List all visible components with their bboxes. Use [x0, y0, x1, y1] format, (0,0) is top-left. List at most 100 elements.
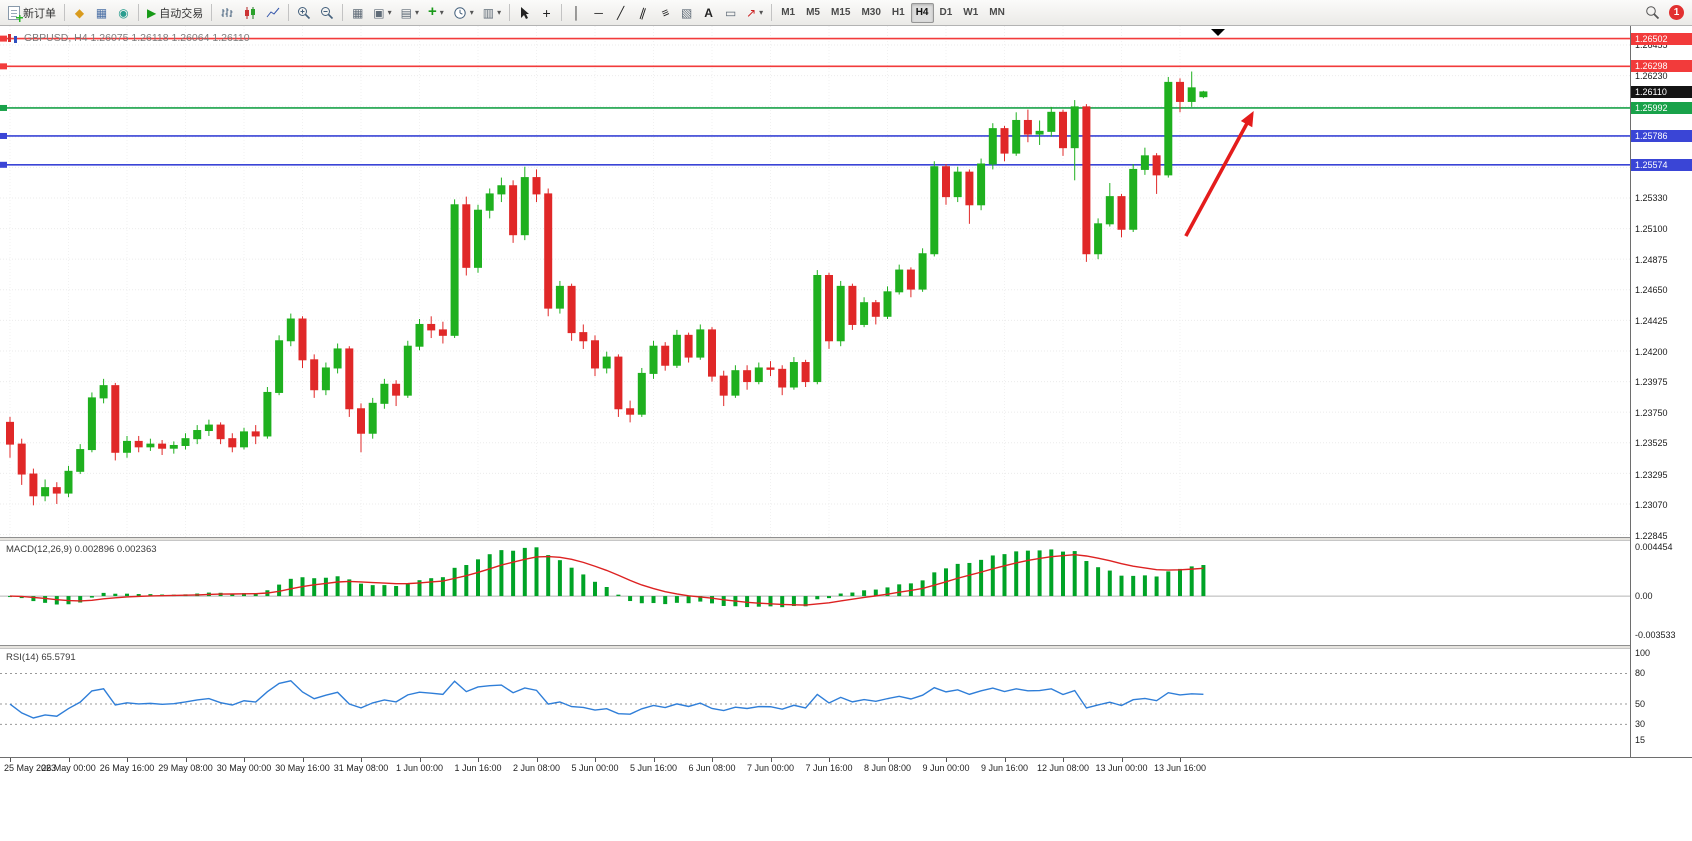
- scale-label: 100: [1635, 648, 1651, 659]
- cursor-button[interactable]: [514, 2, 535, 24]
- time-tick: [68, 758, 70, 762]
- trendline-button[interactable]: ╱: [610, 2, 631, 24]
- vertical-line-button[interactable]: │: [566, 2, 587, 24]
- scale-label: 1.24650: [1635, 285, 1668, 296]
- data-window-button[interactable]: ▦: [91, 2, 112, 24]
- scale-label: 1.25330: [1635, 192, 1668, 203]
- navigator-button[interactable]: ◉: [113, 2, 134, 24]
- timeframe-mn[interactable]: MN: [989, 7, 1005, 18]
- arrows-tool-icon: ↗: [746, 5, 757, 20]
- chart-symbol-icon: [8, 34, 17, 43]
- indicators-button[interactable]: + ▾: [424, 2, 448, 24]
- time-tick: [302, 758, 304, 762]
- time-tick: [887, 758, 889, 762]
- horizontal-line-button[interactable]: ─: [588, 2, 609, 24]
- tile-windows-button[interactable]: ▦: [347, 2, 368, 24]
- new-order-button[interactable]: 新订单: [4, 2, 60, 24]
- timeframe-m30[interactable]: M30: [861, 7, 881, 18]
- trend-arrow: [1184, 29, 1254, 237]
- time-tick: [595, 758, 596, 762]
- periods-button[interactable]: ▾: [449, 2, 478, 24]
- bar-chart-icon: [221, 7, 233, 17]
- channel-icon: ∥: [637, 4, 648, 21]
- vertical-line-icon: │: [572, 5, 581, 20]
- autotrading-button[interactable]: ▶ 自动交易: [143, 2, 207, 24]
- macd-pane: [0, 547, 1630, 608]
- time-label: 12 Jun 08:00: [1036, 763, 1090, 773]
- candlestick-chart-icon: [245, 6, 256, 19]
- macd-pane-splitter[interactable]: [0, 537, 1692, 541]
- timeframe-m5[interactable]: M5: [806, 7, 820, 18]
- time-label: 25 May 2023: [4, 763, 57, 773]
- market-watch-button[interactable]: ◆: [69, 2, 90, 24]
- time-label: 13 Jun 16:00: [1153, 763, 1207, 773]
- text-button[interactable]: A: [698, 2, 719, 24]
- time-label: 30 May 16:00: [275, 763, 330, 773]
- horizontal-line-icon: ─: [594, 5, 603, 20]
- line-chart-icon: [266, 7, 280, 17]
- search-button[interactable]: [1641, 2, 1664, 24]
- timeframe-d1[interactable]: D1: [939, 7, 953, 18]
- bar-chart-button[interactable]: [216, 2, 238, 24]
- line-chart-button[interactable]: [262, 2, 284, 24]
- notification-badge[interactable]: 1: [1669, 5, 1684, 20]
- time-tick: [10, 758, 11, 762]
- time-axis[interactable]: 25 May 2023 26 May 00:00 26 May 16:00 29 Ma…: [0, 757, 1692, 775]
- time-tick: [1063, 758, 1064, 762]
- chart-canvas[interactable]: [0, 26, 1692, 775]
- price-level-badge: 1.26502: [1631, 32, 1692, 45]
- new-chart-icon: ▣: [373, 5, 385, 20]
- profiles-button[interactable]: ▤ ▾: [397, 2, 423, 24]
- time-tick: [361, 758, 362, 762]
- time-tick: [244, 758, 245, 762]
- time-tick: [185, 758, 187, 762]
- autotrading-label: 自动交易: [159, 7, 204, 20]
- toolbar-separator: [138, 4, 139, 21]
- rsi-pane-splitter[interactable]: [0, 645, 1692, 649]
- horizontal-level-lines: [0, 35, 1630, 168]
- zoom-in-button[interactable]: [293, 2, 315, 24]
- timeframe-m15[interactable]: M15: [831, 7, 851, 18]
- time-tick: [1180, 758, 1181, 762]
- indicators-plus-icon: +: [427, 3, 437, 20]
- fibonacci-button[interactable]: ≡: [654, 2, 675, 24]
- toolbar-separator: [64, 4, 65, 21]
- scale-label: -0.003533: [1635, 629, 1676, 640]
- data-window-icon: ▦: [95, 5, 108, 20]
- timeframe-m1[interactable]: M1: [781, 7, 796, 18]
- scale-label: 1.23975: [1635, 377, 1668, 388]
- scale-label: 1.25100: [1635, 224, 1668, 235]
- time-label: 30 May 00:00: [216, 763, 272, 773]
- toolbar: 新订单 ◆ ▦ ◉ ▶ 自动交易 ▦ ▣ ▾ ▤ ▾ + ▾: [0, 0, 1692, 26]
- price-scale[interactable]: 1.26455 1.26230 1.25330 1.25100 1.24875 1.246…: [1630, 26, 1692, 757]
- arrows-tool-button[interactable]: ↗ ▾: [742, 2, 767, 24]
- shapes-button[interactable]: ▧: [676, 2, 697, 24]
- timeframe-w1[interactable]: W1: [963, 7, 979, 18]
- templates-button[interactable]: ▥ ▾: [479, 2, 505, 24]
- toolbar-separator: [509, 4, 511, 21]
- timeframe-h4[interactable]: H4: [910, 2, 934, 23]
- chevron-down-icon: ▾: [759, 7, 764, 17]
- time-label: 5 Jun 16:00: [629, 763, 678, 773]
- candlestick-chart-button[interactable]: [239, 2, 261, 24]
- new-chart-button[interactable]: ▣ ▾: [369, 2, 395, 24]
- crosshair-button[interactable]: +: [536, 2, 557, 24]
- autotrading-icon: ▶: [147, 5, 157, 20]
- zoom-out-button[interactable]: [316, 2, 338, 24]
- toolbar-separator: [288, 4, 290, 21]
- zoom-out-icon: [321, 6, 334, 19]
- time-label: 6 Jun 08:00: [688, 763, 736, 773]
- channel-button[interactable]: ∥: [632, 2, 653, 24]
- timeframe-h1[interactable]: H1: [891, 7, 905, 18]
- time-label: 1 Jun 16:00: [454, 763, 502, 773]
- time-label: 26 May 00:00: [41, 763, 96, 773]
- scale-label: 1.24425: [1635, 316, 1668, 327]
- rsi-indicator-label: RSI(14) 65.5791: [6, 652, 76, 663]
- chevron-down-icon: ▾: [439, 7, 444, 17]
- text-label-button[interactable]: ▭: [720, 2, 741, 24]
- price-level-badge: 1.26298: [1631, 60, 1692, 73]
- trendline-icon: ╱: [616, 5, 625, 20]
- search-icon: [1646, 6, 1660, 20]
- time-tick: [712, 758, 713, 762]
- fibonacci-icon: ≡: [659, 4, 671, 21]
